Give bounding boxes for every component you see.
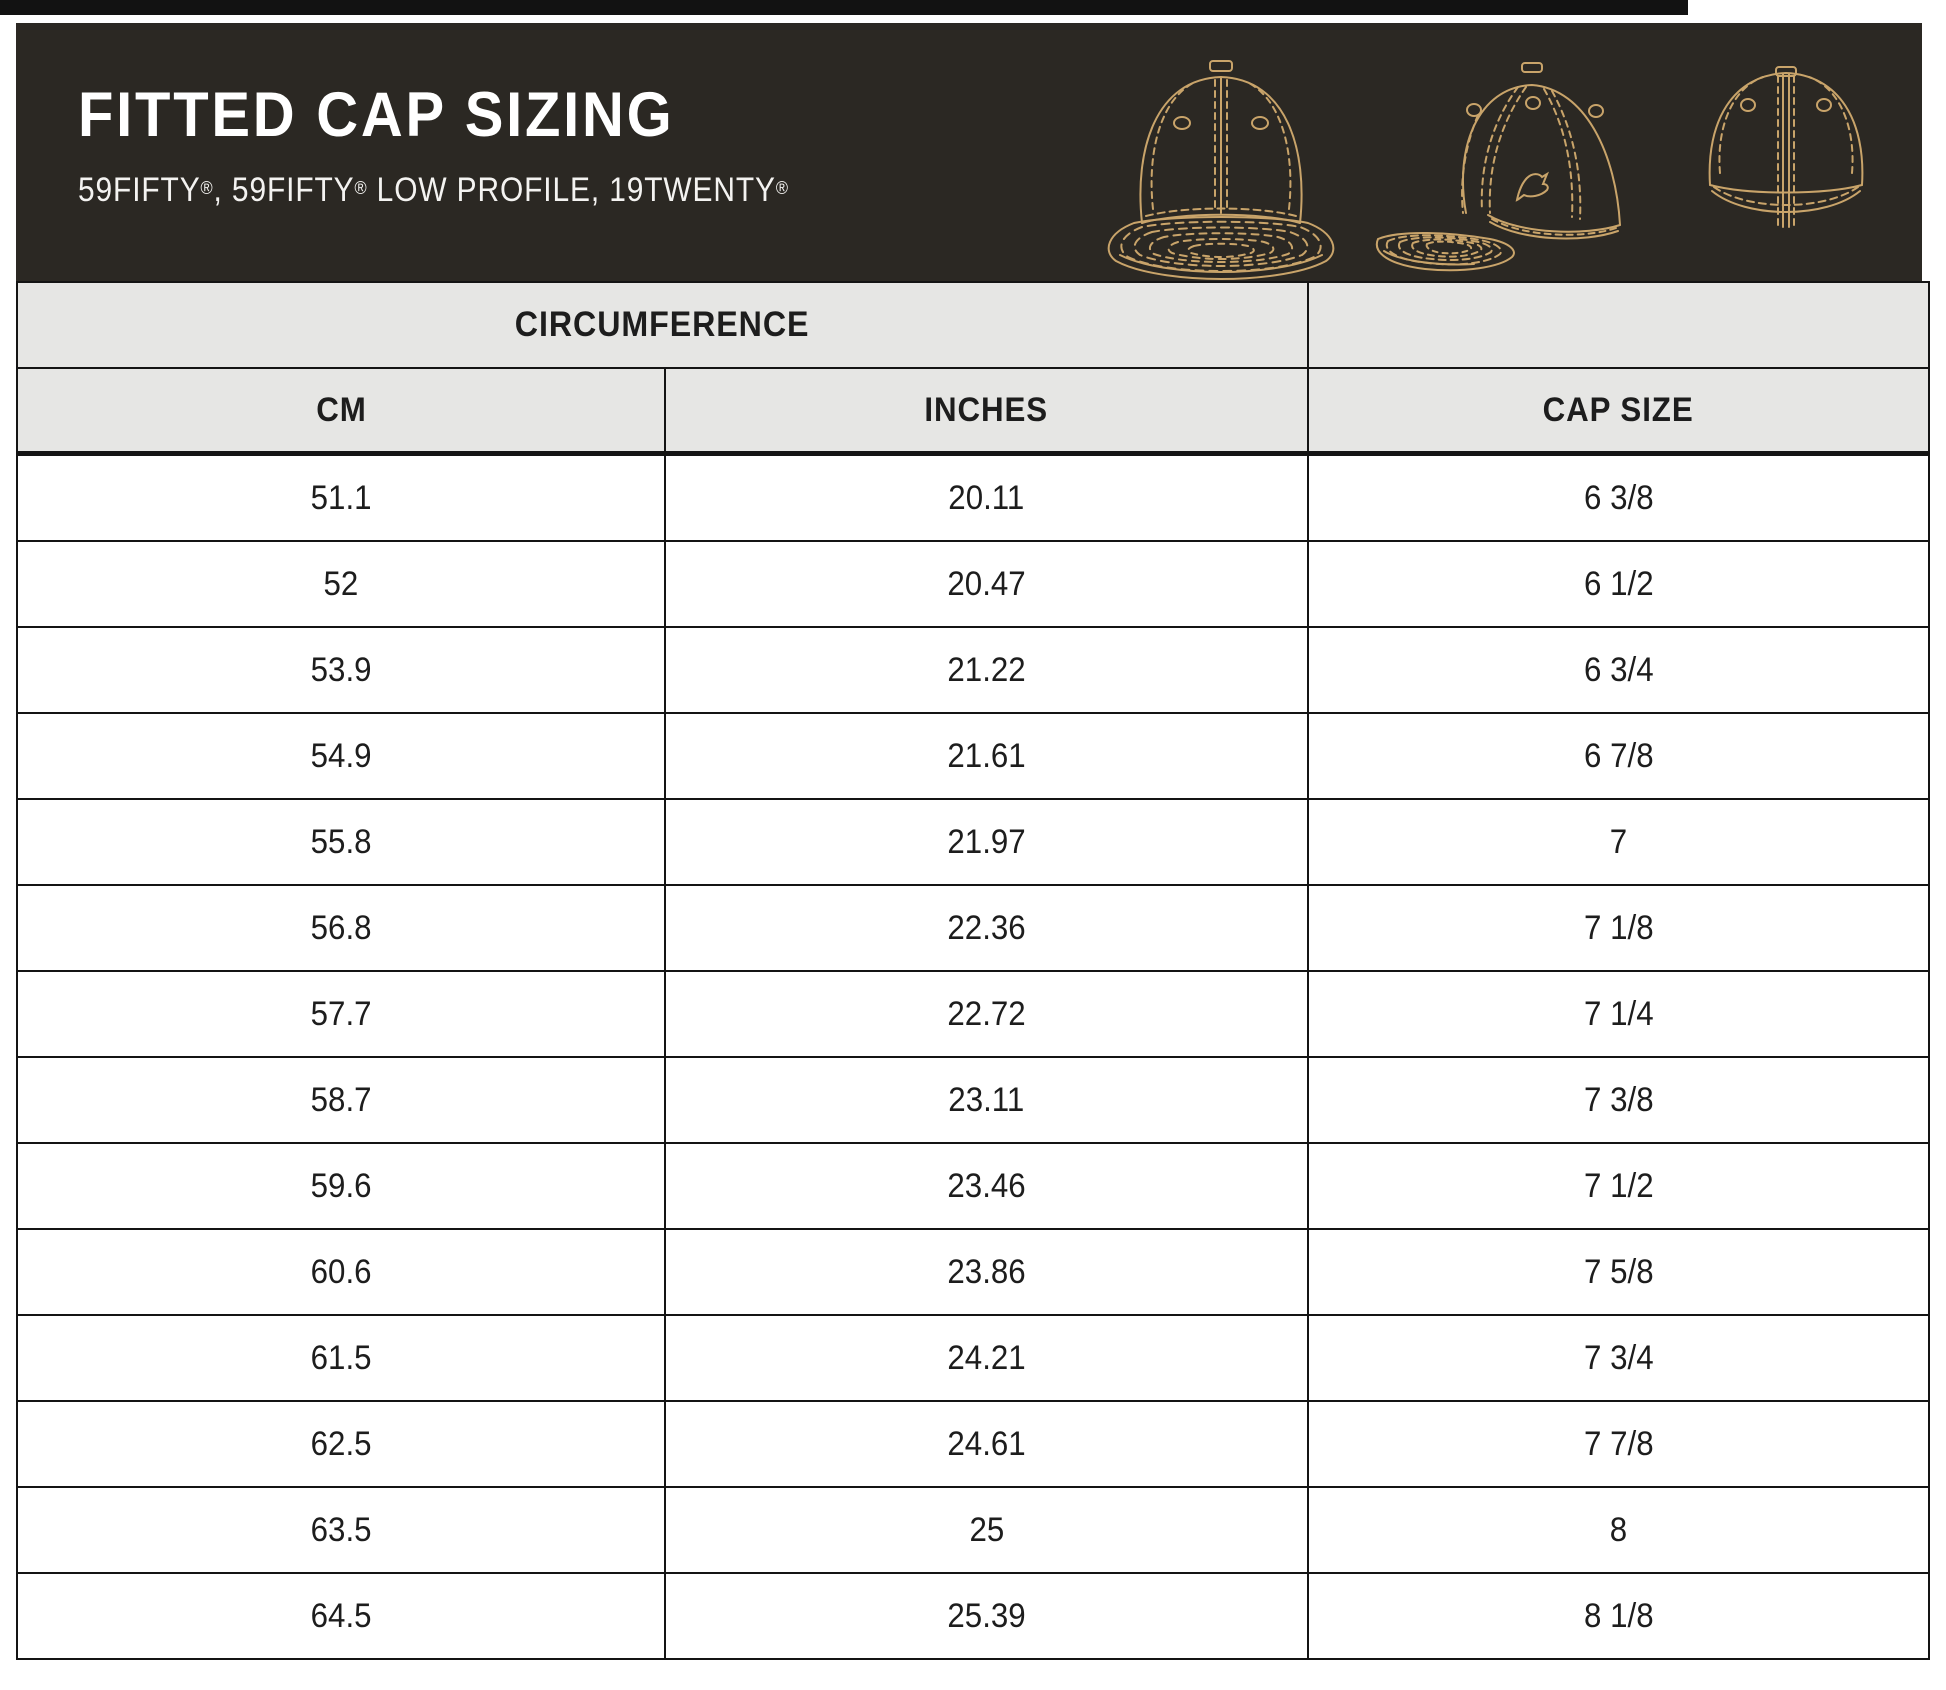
- cell-inches: 22.36: [663, 884, 1310, 972]
- cell-inches: 25.39: [663, 1572, 1310, 1660]
- table-row: 54.9 21.61 6 7/8: [16, 712, 1930, 800]
- cell-inches: 21.97: [663, 798, 1310, 886]
- cell-cm: 53.9: [16, 626, 666, 714]
- table-row: 55.8 21.97 7: [16, 798, 1930, 886]
- header-banner: FITTED CAP SIZING 59FIFTY®, 59FIFTY® LOW…: [16, 23, 1922, 281]
- cell-cm: 60.6: [16, 1228, 666, 1316]
- cell-inches: 20.47: [663, 540, 1310, 628]
- table-row: 59.6 23.46 7 1/2: [16, 1142, 1930, 1230]
- cell-inches: 23.46: [663, 1142, 1310, 1230]
- registered-trademark-symbol: ®: [354, 176, 368, 198]
- cap-illustrations: [1090, 53, 1888, 281]
- top-accent-bar: [0, 0, 1688, 15]
- cell-cap-size: 6 1/2: [1307, 540, 1930, 628]
- cell-inches: 21.22: [663, 626, 1310, 714]
- cell-inches: 20.11: [663, 452, 1310, 542]
- cell-cm: 51.1: [16, 452, 666, 542]
- banner-text-block: FITTED CAP SIZING 59FIFTY®, 59FIFTY® LOW…: [78, 79, 886, 210]
- registered-trademark-symbol: ®: [775, 176, 789, 198]
- table-row: 56.8 22.36 7 1/8: [16, 884, 1930, 972]
- cell-cap-size: 6 7/8: [1307, 712, 1930, 800]
- cell-cm: 62.5: [16, 1400, 666, 1488]
- cell-cm: 52: [16, 540, 666, 628]
- cell-inches: 23.11: [663, 1056, 1310, 1144]
- cell-cap-size: 7 3/8: [1307, 1056, 1930, 1144]
- cell-cap-size: 8: [1307, 1486, 1930, 1574]
- cell-cm: 54.9: [16, 712, 666, 800]
- col-header-cap-size: CAP SIZE: [1307, 367, 1930, 456]
- cell-inches: 24.61: [663, 1400, 1310, 1488]
- table-row: 62.5 24.61 7 7/8: [16, 1400, 1930, 1488]
- fitted-cap-back-view-icon: [1708, 66, 1864, 228]
- page-title: FITTED CAP SIZING: [78, 80, 675, 150]
- cell-inches: 22.72: [663, 970, 1310, 1058]
- cell-cm: 61.5: [16, 1314, 666, 1402]
- cell-cap-size: 7: [1307, 798, 1930, 886]
- table-row: 58.7 23.11 7 3/8: [16, 1056, 1930, 1144]
- cell-inches: 21.61: [663, 712, 1310, 800]
- cell-cap-size: 8 1/8: [1307, 1572, 1930, 1660]
- table-row: 53.9 21.22 6 3/4: [16, 626, 1930, 714]
- cell-inches: 24.21: [663, 1314, 1310, 1402]
- cell-cm: 63.5: [16, 1486, 666, 1574]
- table-column-header-row: CM INCHES CAP SIZE: [16, 367, 1930, 456]
- cell-cap-size: 6 3/8: [1307, 452, 1930, 542]
- sizing-table: CIRCUMFERENCE CM INCHES CAP SIZE 51.1 20.…: [15, 281, 1930, 1660]
- cell-cap-size: 7 7/8: [1307, 1400, 1930, 1488]
- table-row: 51.1 20.11 6 3/8: [16, 452, 1930, 542]
- table-group-header-row: CIRCUMFERENCE: [15, 281, 1930, 369]
- cell-cap-size: 7 1/2: [1307, 1142, 1930, 1230]
- cell-cap-size: 7 3/4: [1307, 1314, 1930, 1402]
- table-row: 52 20.47 6 1/2: [16, 540, 1930, 628]
- table-row: 57.7 22.72 7 1/4: [16, 970, 1930, 1058]
- cell-cm: 64.5: [16, 1572, 666, 1660]
- cell-inches: 25: [663, 1486, 1310, 1574]
- fitted-cap-front-view-icon: [1107, 60, 1335, 281]
- cell-cm: 57.7: [16, 970, 666, 1058]
- table-row: 64.5 25.39 8 1/8: [16, 1572, 1930, 1660]
- subtitle-segment: , 59FIFTY: [213, 171, 355, 209]
- cell-inches: 23.86: [663, 1228, 1310, 1316]
- cell-cap-size: 7 5/8: [1307, 1228, 1930, 1316]
- col-header-inches: INCHES: [663, 367, 1310, 456]
- cell-cap-size: 7 1/4: [1307, 970, 1930, 1058]
- subtitle-segment: 59FIFTY: [78, 171, 201, 209]
- cell-cm: 58.7: [16, 1056, 666, 1144]
- col-header-cm: CM: [16, 367, 666, 456]
- fitted-cap-side-view-icon: [1375, 62, 1621, 272]
- page-subtitle: 59FIFTY®, 59FIFTY® LOW PROFILE, 19TWENTY…: [78, 171, 789, 210]
- cell-cm: 56.8: [16, 884, 666, 972]
- cell-cap-size: 6 3/4: [1307, 626, 1930, 714]
- table-row: 63.5 25 8: [16, 1486, 1930, 1574]
- circumference-header: CIRCUMFERENCE: [15, 281, 1310, 369]
- cell-cap-size: 7 1/8: [1307, 884, 1930, 972]
- subtitle-segment: LOW PROFILE, 19TWENTY: [367, 171, 776, 209]
- table-row: 61.5 24.21 7 3/4: [16, 1314, 1930, 1402]
- cell-cm: 59.6: [16, 1142, 666, 1230]
- cell-cm: 55.8: [16, 798, 666, 886]
- empty-group-header-cell: [1307, 281, 1930, 369]
- registered-trademark-symbol: ®: [200, 176, 214, 198]
- table-row: 60.6 23.86 7 5/8: [16, 1228, 1930, 1316]
